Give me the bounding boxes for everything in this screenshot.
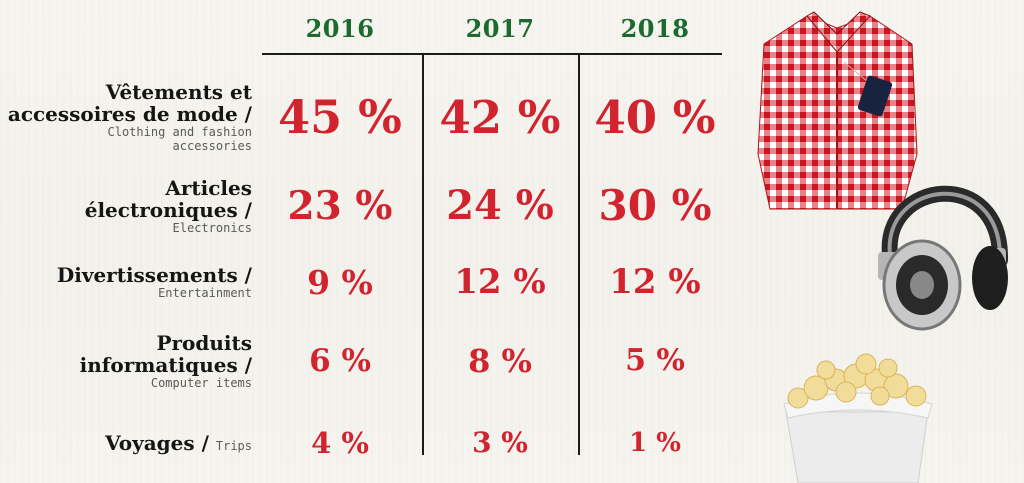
value-cell-2017: 3 % [472,426,528,459]
header-rule [262,53,722,55]
value-cell-2016: 4 % [311,425,369,460]
headphones-image [878,185,1009,331]
row-label-3: Divertissements / Entertainment [57,264,252,300]
value-cell-2018: 1 % [629,428,681,458]
row-label-fr-line: Divertissements / [56,263,252,287]
row-label-4: Produits informatiques / Computer items [80,332,252,390]
row-label-1: Vêtements et accessoires de mode / Clothin… [8,81,252,153]
value-cell-2016: 9 % [307,262,373,302]
row-label-en-line: accessories [172,139,252,153]
value-cell-2018: 30 % [598,181,712,230]
row-label-2: Articles électroniques / Electronics [85,177,252,235]
row-label-en-line: Computer items [150,376,252,390]
value-cell-2017: 24 % [446,182,554,229]
row-label-fr-line: informatiques / [79,353,252,377]
row-label-en: Trips [215,439,252,453]
row-label-fr: Voyages / [105,431,216,455]
popcorn-image [783,353,933,483]
value-cell-2016: 45 % [278,90,402,144]
row-label-en-line: Clothing and fashion [107,125,253,139]
value-cell-2016: 23 % [287,182,393,229]
value-cell-2016: 6 % [309,342,371,379]
row-label-fr-line: Articles [165,176,252,200]
column-separator-2 [578,55,580,455]
value-cell-2017: 8 % [468,342,532,380]
row-label-5: Voyages / Trips [105,432,252,454]
year-header-2018: 2018 [620,14,690,43]
column-separator-1 [422,55,424,455]
row-label-fr-line: Vêtements et [105,80,252,104]
value-cell-2018: 12 % [609,262,701,302]
value-cell-2017: 42 % [439,90,561,144]
value-cell-2018: 5 % [625,343,685,378]
shirt-image [757,11,918,210]
row-label-en-line: Electronics [172,221,252,235]
row-label-fr-line: accessoires de mode / [7,102,252,126]
year-header-2016: 2016 [305,14,375,43]
row-label-fr-line: électroniques / [84,198,252,222]
value-cell-2018: 40 % [594,90,716,144]
year-header-2017: 2017 [465,14,535,43]
row-label-fr-line: Produits [156,331,252,355]
value-cell-2017: 12 % [454,262,546,302]
row-label-en-line: Entertainment [158,286,252,300]
